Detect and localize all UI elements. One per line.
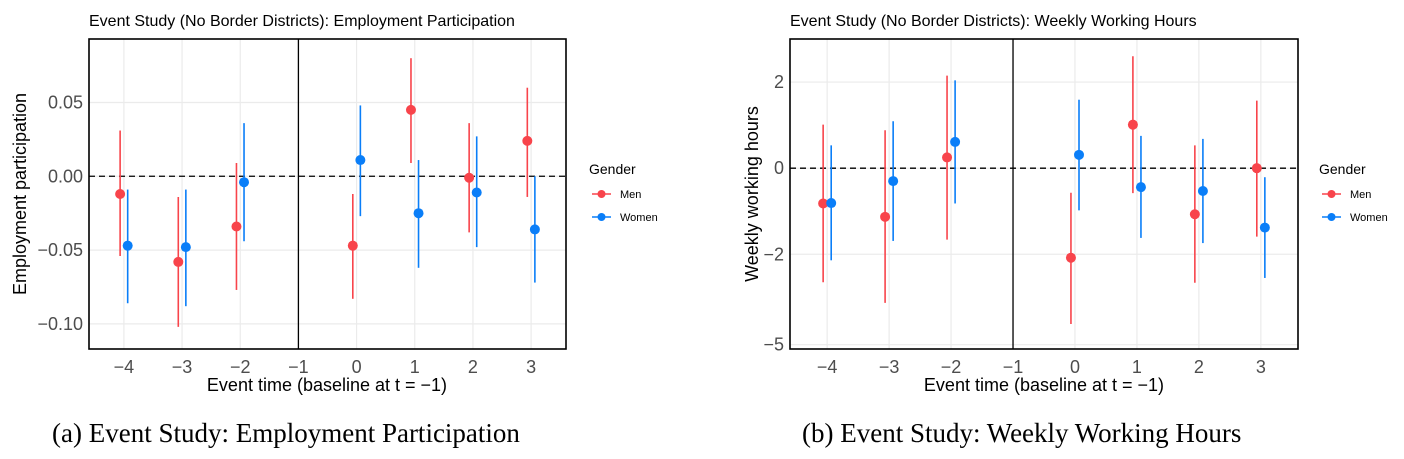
point-women [180, 242, 191, 253]
x-tick-label: 2 [468, 357, 478, 377]
figure-caption-b: (b) Event Study: Weekly Working Hours [802, 418, 1242, 448]
plot-frame [88, 38, 567, 350]
chart-title: Event Study (No Border Districts): Weekl… [790, 13, 1197, 30]
point-women [1074, 149, 1085, 160]
legend: Gender Men Women [589, 161, 658, 224]
point-women [529, 224, 540, 235]
legend-women-label: Women [1350, 212, 1388, 224]
point-men [818, 198, 829, 209]
point-women [239, 177, 250, 188]
x-axis-label: Event time (baseline at t = −1) [207, 375, 447, 395]
legend: Gender Men Women [1319, 161, 1388, 224]
legend-item-men: Men [1322, 189, 1371, 201]
x-axis-label: Event time (baseline at t = −1) [924, 375, 1164, 395]
y-tick-label: −2 [763, 244, 784, 264]
point-women [1135, 182, 1146, 193]
x-tick-label: 0 [352, 357, 362, 377]
legend-men-marker [1327, 190, 1336, 198]
point-men [464, 172, 475, 183]
point-men [173, 256, 184, 267]
x-tick-label: −3 [172, 357, 193, 377]
legend-item-women: Women [1322, 212, 1388, 224]
x-tick-label: −3 [879, 357, 900, 377]
y-tick-label: −0.10 [37, 314, 83, 334]
point-women [471, 187, 482, 198]
point-women [826, 198, 837, 209]
x-tick-label: −1 [1003, 357, 1024, 377]
point-women [413, 208, 424, 219]
y-tick-label: 2 [774, 72, 784, 92]
plot-frame [789, 38, 1299, 350]
panel-employment-participation: Event Study (No Border Districts): Emplo… [0, 0, 702, 400]
chart-employment-participation: Event Study (No Border Districts): Emplo… [10, 13, 658, 395]
point-men [522, 135, 533, 146]
x-tick-label: 3 [526, 357, 536, 377]
figure-caption-a: (a) Event Study: Employment Participatio… [52, 418, 520, 448]
point-men [405, 104, 416, 115]
y-axis-label: Weekly working hours [742, 106, 762, 282]
x-tick-label: 1 [410, 357, 420, 377]
x-tick-label: −4 [114, 357, 135, 377]
point-men [942, 152, 953, 163]
y-tick-label: −5 [763, 335, 784, 355]
point-women [122, 240, 133, 251]
legend-men-marker [597, 190, 606, 198]
point-men [347, 240, 358, 251]
x-tick-label: 3 [1256, 357, 1266, 377]
point-men [880, 211, 891, 222]
legend-title: Gender [1319, 161, 1366, 177]
point-women [1197, 185, 1208, 196]
x-tick-label: 0 [1070, 357, 1080, 377]
x-tick-label: −1 [288, 357, 309, 377]
panel-weekly-working-hours: Event Study (No Border Districts): Weekl… [702, 0, 1404, 400]
y-axis-label: Employment participation [10, 93, 30, 295]
point-men [115, 189, 126, 199]
y-tick-label: 0.00 [48, 166, 83, 186]
point-men [231, 221, 242, 232]
y-tick-label: 0 [774, 158, 784, 178]
x-tick-label: 1 [1132, 357, 1142, 377]
chart-weekly-working-hours: Event Study (No Border Districts): Weekl… [742, 13, 1388, 395]
legend-women-marker [1327, 213, 1336, 221]
legend-title: Gender [589, 161, 636, 177]
point-women [888, 176, 899, 187]
x-tick-label: 2 [1194, 357, 1204, 377]
legend-item-women: Women [592, 212, 658, 224]
chart-title: Event Study (No Border Districts): Emplo… [89, 13, 515, 30]
y-tick-label: −0.05 [37, 240, 83, 260]
y-tick-label: 0.05 [48, 92, 83, 112]
point-women [950, 136, 961, 147]
point-women [355, 155, 366, 166]
point-men [1189, 209, 1200, 220]
legend-women-marker [597, 213, 606, 221]
x-tick-label: −2 [941, 357, 962, 377]
x-tick-label: −4 [817, 357, 838, 377]
legend-men-label: Men [620, 189, 641, 201]
x-tick-label: −2 [230, 357, 251, 377]
point-men [1065, 252, 1076, 263]
point-men [1251, 163, 1262, 174]
legend-women-label: Women [620, 212, 658, 224]
legend-men-label: Men [1350, 189, 1371, 201]
point-men [1127, 119, 1138, 130]
legend-item-men: Men [592, 189, 641, 201]
point-women [1259, 222, 1270, 233]
